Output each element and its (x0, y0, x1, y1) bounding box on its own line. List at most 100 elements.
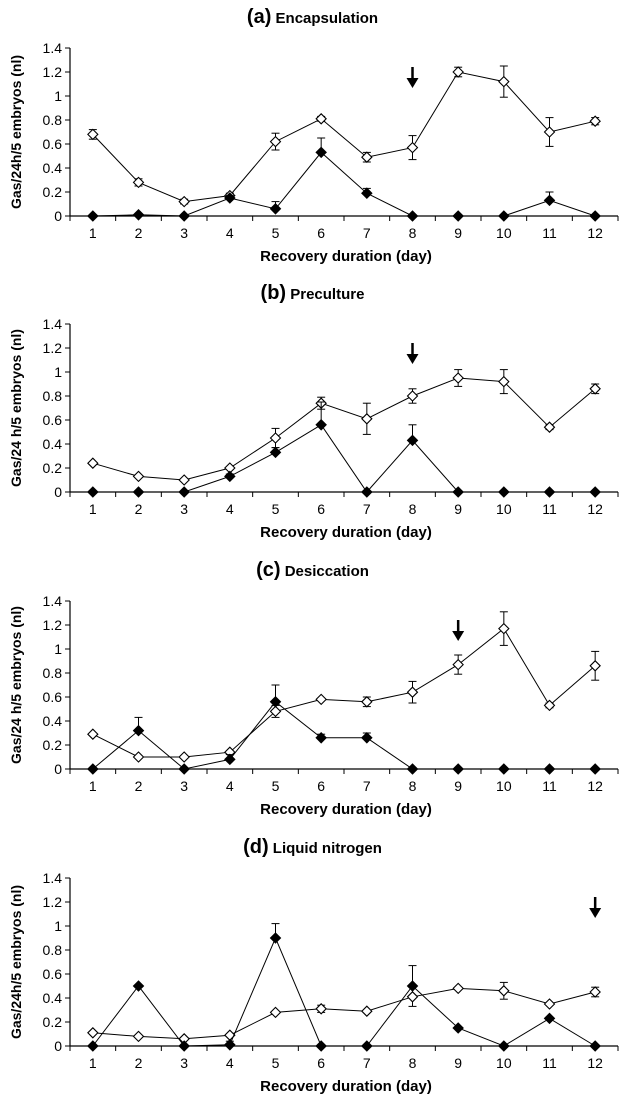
data-point-open-diamond (589, 383, 601, 395)
data-point-filled-diamond (498, 210, 510, 222)
y-tick-label: 0 (54, 484, 62, 500)
x-tick-label: 9 (454, 778, 462, 794)
x-tick-label: 2 (135, 1055, 143, 1071)
y-tick-label: 0 (54, 1038, 62, 1054)
data-point-filled-diamond (406, 434, 419, 447)
data-point-filled-diamond (269, 446, 282, 459)
data-point-filled-diamond (452, 486, 464, 498)
x-tick-label: 4 (226, 778, 234, 794)
data-point-filled-diamond (361, 187, 373, 199)
chart-title: (d) Liquid nitrogen (0, 836, 625, 859)
y-tick-label: 1 (54, 364, 62, 380)
data-point-open-diamond (498, 985, 510, 997)
x-tick-label: 4 (226, 501, 234, 517)
data-point-open-diamond (543, 421, 556, 433)
data-point-open-diamond (178, 195, 190, 208)
data-point-open-diamond (87, 457, 99, 469)
y-tick-label: 0 (54, 208, 62, 224)
x-tick-label: 5 (272, 225, 280, 241)
data-point-open-diamond (361, 1005, 373, 1017)
series-line-open-diamond (92, 377, 596, 481)
x-tick-label: 8 (409, 1055, 417, 1071)
y-tick-label: 1.4 (43, 870, 63, 886)
data-point-open-diamond (132, 751, 145, 763)
x-tick-label: 9 (454, 225, 462, 241)
data-point-filled-diamond (589, 763, 601, 775)
arrow-marker (589, 897, 602, 918)
data-point-filled-diamond (178, 1040, 190, 1052)
data-point-filled-diamond (132, 980, 145, 992)
data-point-open-diamond (452, 372, 464, 384)
y-axis-label: Gas/24h/5 embryos (nl) (8, 884, 24, 1040)
data-point-open-diamond (589, 115, 601, 127)
x-tick-label: 4 (226, 1055, 234, 1071)
y-tick-label: 1.4 (43, 40, 63, 56)
data-point-filled-diamond (406, 980, 419, 992)
x-axis-label: Recovery duration (day) (260, 524, 432, 541)
data-point-filled-diamond (315, 1040, 327, 1052)
x-tick-label: 7 (363, 778, 371, 794)
data-point-open-diamond (361, 696, 373, 708)
y-tick-label: 0.6 (43, 689, 63, 705)
data-point-open-diamond (406, 686, 419, 698)
data-point-filled-diamond (543, 486, 556, 498)
data-point-filled-diamond (315, 732, 327, 744)
x-tick-label: 6 (317, 225, 325, 241)
data-point-filled-diamond (452, 1022, 464, 1034)
data-point-open-diamond (543, 699, 556, 712)
y-tick-label: 0.8 (43, 665, 63, 681)
series-line-filled-diamond (92, 424, 596, 493)
data-point-open-diamond (87, 1027, 99, 1039)
x-tick-label: 1 (89, 1055, 97, 1071)
series-line-filled-diamond (92, 701, 596, 770)
data-point-filled-diamond (178, 210, 190, 222)
data-point-open-diamond (406, 141, 419, 154)
data-point-open-diamond (498, 622, 510, 635)
x-tick-label: 5 (272, 501, 280, 517)
x-tick-label: 10 (496, 225, 512, 241)
x-tick-label: 8 (409, 501, 417, 517)
x-tick-label: 1 (89, 778, 97, 794)
data-point-open-diamond (178, 751, 190, 763)
series-line-filled-diamond (92, 936, 596, 1047)
data-point-filled-diamond (406, 210, 419, 222)
series-line-open-diamond (92, 627, 596, 758)
chart-plot: 00.20.40.60.811.21.41 2 3 4 5 6 7 8 9 10 11 12 (43, 870, 619, 1071)
chart-panel: (a) Encapsulation 0 0.2 0.4 0.6 0.8 1 1.2 1.4 1 2 3… (0, 0, 625, 277)
chart-panel: (c) Desiccation 0 0.2 0.4 0.6 0.8 1 1.2 1.4 1 2 3 4 5… (0, 553, 625, 830)
data-point-open-diamond (87, 128, 99, 141)
data-point-filled-diamond (178, 763, 190, 775)
y-tick-label: 1.2 (43, 340, 63, 356)
x-tick-label: 7 (363, 1055, 371, 1071)
chart-panel: (b) Preculture 0 0.2 0.4 0.6 0.8 1 1.2 1.4 1 2 3 4 5 6… (0, 276, 625, 553)
panel-title: Liquid nitrogen (268, 840, 382, 857)
x-tick-label: 12 (587, 1055, 603, 1071)
chart-title: (c) Desiccation (0, 559, 625, 582)
y-tick-label: 0.6 (43, 966, 63, 982)
data-point-filled-diamond (589, 210, 601, 222)
x-tick-label: 1 (89, 225, 97, 241)
panel-label: (a) (246, 6, 272, 28)
data-point-open-diamond (87, 728, 99, 740)
chart-plot: 00.20.40.60.811.21.41 2 3 4 5 6 7 8 9 10 11 12 (43, 316, 619, 517)
data-point-filled-diamond (224, 470, 236, 483)
x-tick-label: 3 (180, 1055, 188, 1071)
x-axis-label: Recovery duration (day) (260, 1078, 432, 1095)
data-point-open-diamond (498, 375, 510, 388)
data-point-filled-diamond (361, 732, 373, 744)
x-tick-label: 4 (226, 225, 234, 241)
panel-title: Encapsulation (271, 10, 379, 27)
data-point-filled-diamond (498, 1040, 510, 1052)
data-point-open-diamond (406, 390, 419, 402)
data-point-open-diamond (361, 151, 373, 163)
x-axis-label: Recovery duration (day) (260, 248, 432, 265)
data-point-filled-diamond (543, 1012, 556, 1025)
x-tick-label: 3 (180, 778, 188, 794)
x-tick-label: 9 (454, 1055, 462, 1071)
data-point-filled-diamond (452, 210, 464, 222)
x-tick-label: 11 (542, 778, 557, 794)
x-tick-label: 11 (542, 225, 557, 241)
y-tick-label: 1 (54, 88, 62, 104)
data-point-open-diamond (543, 126, 556, 138)
x-tick-label: 10 (496, 501, 512, 517)
